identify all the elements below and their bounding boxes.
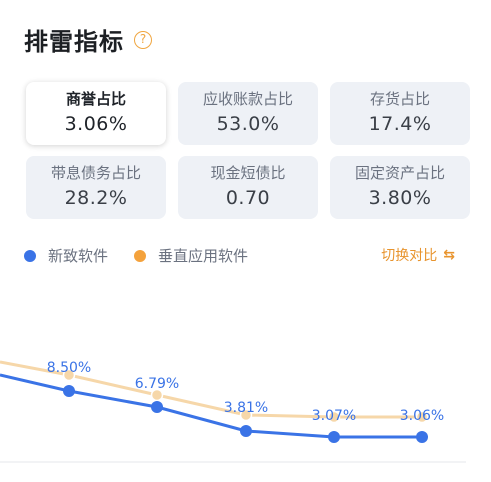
data-label: 3.07%: [312, 408, 356, 424]
company-point: [240, 425, 252, 437]
company-point: [151, 401, 163, 413]
data-label: 6.79%: [135, 376, 179, 392]
chart-legend: 新致软件 垂直应用软件: [24, 245, 274, 266]
switch-label: 切换对比: [381, 248, 438, 264]
question-icon[interactable]: ?: [134, 30, 152, 49]
legend-label-company: 新致软件: [48, 247, 109, 265]
metric-value: 3.80%: [368, 187, 432, 209]
legend-dot-company: [24, 249, 36, 262]
company-point: [63, 385, 75, 397]
switch-icon: ⇆: [443, 247, 455, 263]
metric-label: 固定资产占比: [354, 164, 445, 182]
metric-card-receivables[interactable]: 应收账款占比 53.0%: [178, 82, 318, 145]
company-point: [328, 431, 340, 443]
metric-card-fixed-assets[interactable]: 固定资产占比 3.80%: [330, 156, 470, 219]
title-row: 排雷指标 ?: [24, 22, 152, 57]
data-label: 8.50%: [47, 360, 91, 376]
metric-value: 53.0%: [216, 113, 280, 135]
legend-label-industry: 垂直应用软件: [158, 247, 249, 265]
industry-point: [415, 410, 429, 424]
metric-card-cash-shortdebt[interactable]: 现金短债比 0.70: [178, 156, 318, 219]
series-line-industry: [0, 360, 422, 419]
industry-point: [239, 408, 253, 422]
industry-point: [62, 368, 76, 382]
page-title: 排雷指标: [24, 28, 124, 56]
data-label: 3.06%: [400, 408, 444, 424]
legend-item-industry[interactable]: 垂直应用软件: [134, 245, 248, 266]
legend-dot-industry: [134, 249, 147, 262]
company-point: [416, 431, 428, 443]
metric-value: 3.06%: [64, 113, 128, 135]
metric-label: 商誉占比: [65, 90, 126, 108]
metric-label: 应收账款占比: [202, 90, 293, 108]
metric-card-interest-debt[interactable]: 带息债务占比 28.2%: [26, 156, 166, 219]
metric-card-goodwill[interactable]: 商誉占比 3.06%: [26, 82, 166, 145]
series-line-company: [0, 373, 422, 439]
line-chart: 8.50% 6.79% 3.81% 3.07% 3.06%: [0, 360, 466, 463]
metric-value: 28.2%: [64, 187, 128, 209]
legend-item-company[interactable]: 新致软件: [24, 245, 108, 266]
industry-point: [327, 410, 341, 424]
metric-value: 17.4%: [368, 113, 432, 135]
data-label: 3.81%: [224, 400, 268, 416]
metric-label: 存货占比: [369, 90, 430, 108]
industry-point: [150, 388, 164, 402]
metric-label: 现金短债比: [210, 164, 286, 182]
switch-compare-button[interactable]: 切换对比 ⇆: [381, 245, 455, 265]
metric-value: 0.70: [225, 187, 271, 209]
metric-card-inventory[interactable]: 存货占比 17.4%: [330, 82, 470, 145]
metric-label: 带息债务占比: [50, 164, 141, 182]
